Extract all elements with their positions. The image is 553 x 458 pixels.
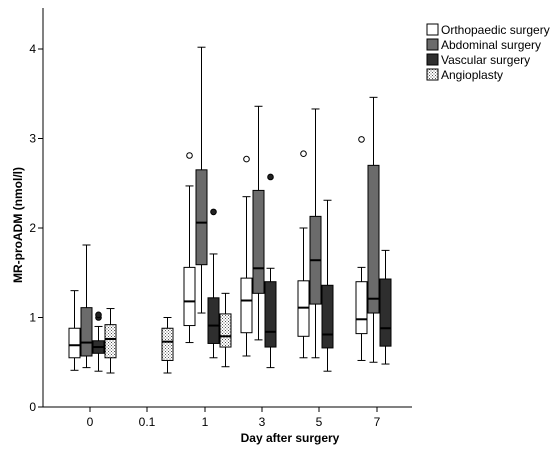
box-abdominal-surgery-day-0 [80,244,93,369]
box-orthopaedic-surgery-day-1 [183,152,196,344]
box-abdominal-surgery-day-5 [309,108,322,359]
box-vascular-surgery-day-5 [321,199,334,372]
box-iqr [252,189,265,294]
box-iqr [161,327,174,361]
box-orthopaedic-surgery-day-5 [297,150,310,359]
box-vascular-surgery-day-3 [264,173,277,369]
legend-swatch [426,53,439,66]
outlier-point [358,136,365,143]
box-angioplasty-day-0 [104,308,117,374]
box-iqr [207,297,220,344]
y-tick-label: 2 [29,221,36,235]
x-tick-label: 0 [87,415,94,429]
legend-label: Vascular surgery [441,53,530,67]
box-vascular-surgery-day-1 [207,208,220,359]
y-tick-label: 4 [29,42,36,56]
box-orthopaedic-surgery-day-3 [240,155,253,357]
box-abdominal-surgery-day-3 [252,105,265,341]
box-iqr [80,307,93,357]
legend-label: Abdominal surgery [441,38,541,52]
x-tick-label: 5 [316,415,323,429]
x-tick-label: 3 [259,415,266,429]
box-orthopaedic-surgery-day-0 [68,290,81,371]
outlier-point [267,173,274,181]
box-iqr [355,281,368,335]
box-iqr [183,266,196,327]
box-vascular-surgery-day-7 [379,249,392,365]
axes: 0 1 2 3 4 0 0.1 1 3 5 7 [29,8,412,429]
outlier-point [300,150,307,158]
x-axis-title: Day after surgery [241,431,340,445]
x-tick-label: 0.1 [139,415,156,429]
box-angioplasty-day-1 [219,292,232,368]
box-iqr [68,327,81,359]
legend-label: Orthopaedic surgery [441,23,550,37]
y-tick-label: 3 [29,132,36,146]
box-abdominal-surgery-day-7 [367,96,380,363]
legend-swatch [426,38,439,51]
box-abdominal-surgery-day-1 [195,46,208,314]
box-iqr [240,277,253,334]
legend-label: Angioplasty [441,68,503,82]
box-angioplasty-day-0.1 [161,317,174,374]
boxes-layer [68,46,392,374]
x-tick-label: 1 [202,415,209,429]
box-iqr [219,313,232,348]
box-orthopaedic-surgery-day-7 [355,136,368,361]
outlier-point [95,311,102,319]
legend-swatch [426,23,439,36]
legend-swatch [426,68,439,81]
box-iqr [379,278,392,347]
box-iqr [264,281,277,348]
y-tick-label: 1 [29,311,36,325]
box-iqr [195,169,208,266]
outlier-point [186,152,193,159]
outlier-point [243,155,250,163]
box-iqr [367,164,380,314]
box-iqr [321,284,334,349]
x-tick-label: 7 [374,415,381,429]
y-tick-label: 0 [29,400,36,414]
box-iqr [104,324,117,359]
box-vascular-surgery-day-0 [92,311,105,372]
outlier-point [210,208,217,216]
y-axis-title: MR-proADM (nmol/l) [11,167,25,283]
